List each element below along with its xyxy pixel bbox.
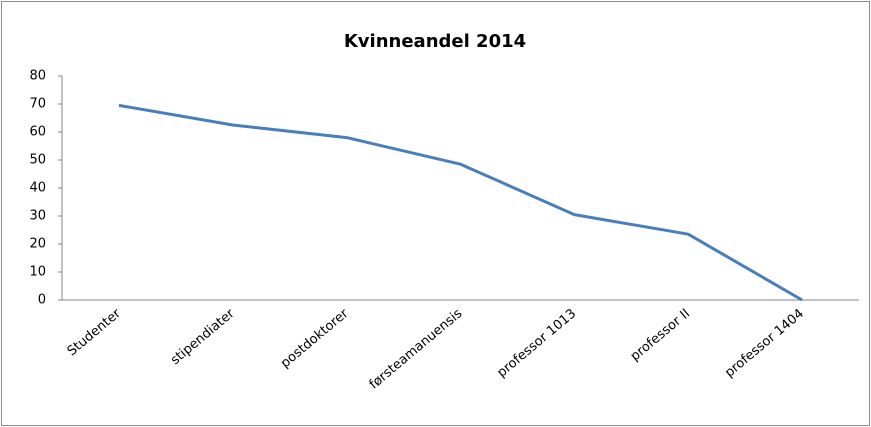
y-tick-label: 0 (38, 293, 46, 308)
y-tick-label: 60 (29, 125, 46, 140)
chart-title: Kvinneandel 2014 (344, 31, 526, 52)
y-tick-label: 80 (29, 69, 46, 84)
y-tick-label: 40 (29, 181, 46, 196)
y-tick-label: 20 (29, 237, 46, 252)
line-series (118, 103, 803, 302)
y-tick-label: 10 (29, 265, 46, 280)
y-tick-label: 70 (29, 97, 46, 112)
y-tick-label: 30 (29, 209, 46, 224)
y-tick-label: 50 (29, 153, 46, 168)
